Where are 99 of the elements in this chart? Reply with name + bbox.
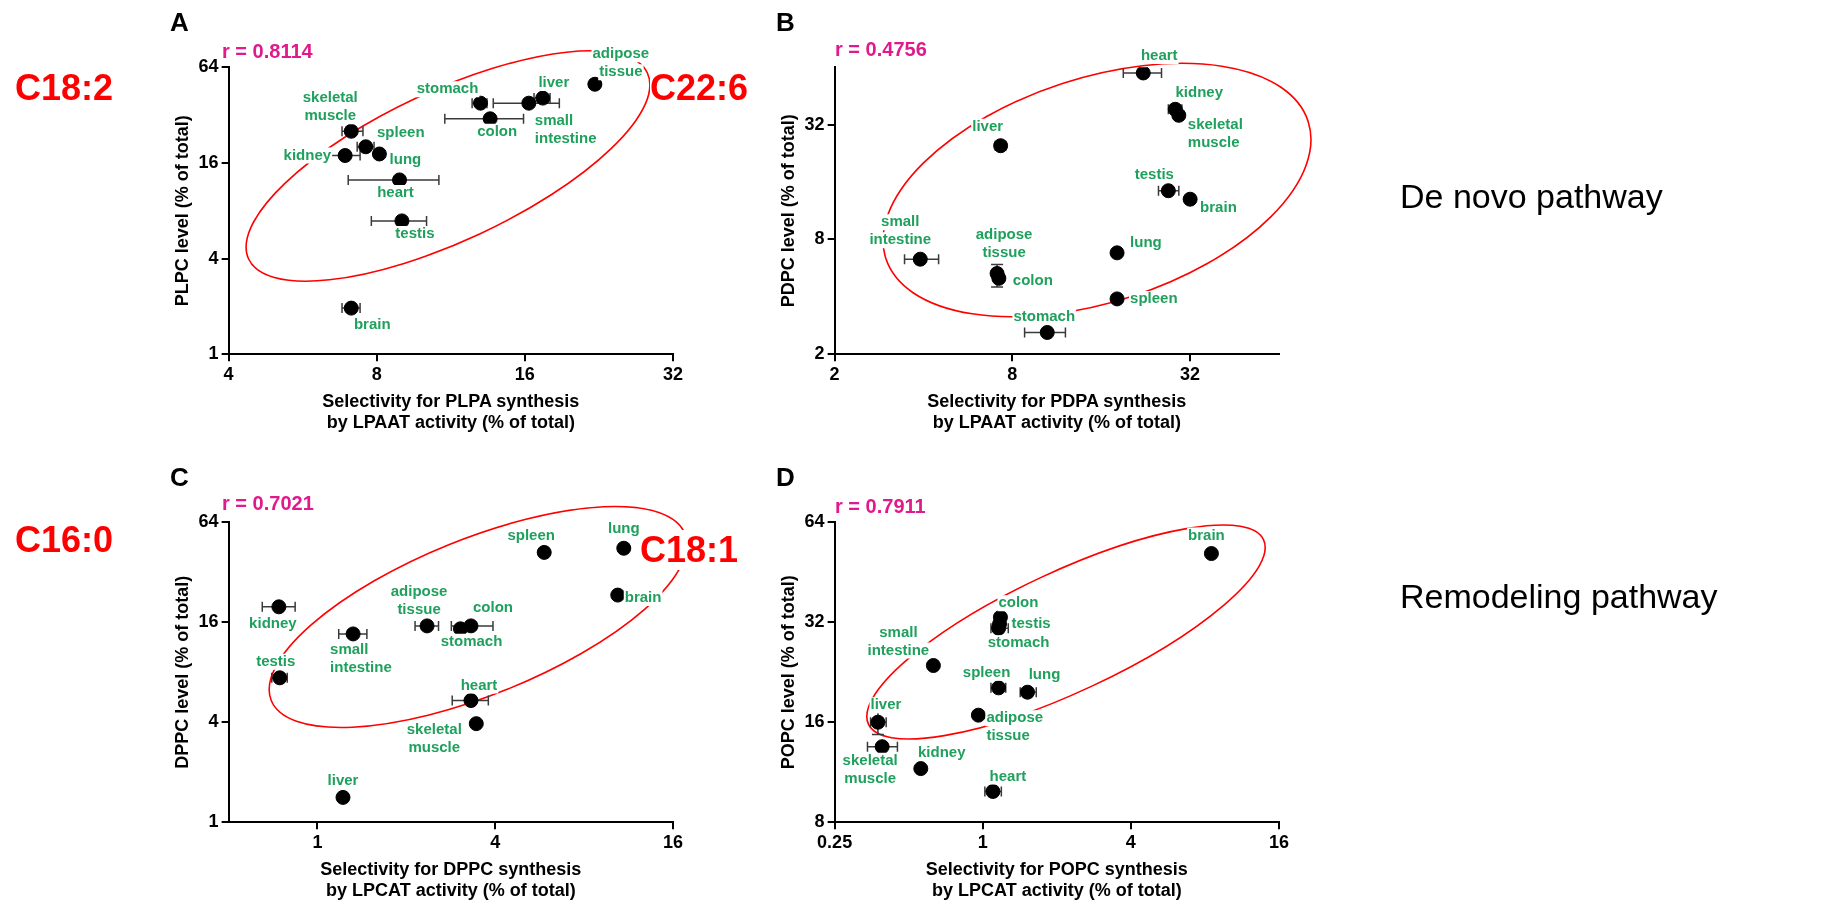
x-tick-label: 2 <box>829 363 840 384</box>
series-label: colon <box>477 121 518 139</box>
series-label: liver <box>327 770 359 788</box>
chart-title: A <box>170 6 189 37</box>
series-label: skeletal muscle <box>406 719 462 755</box>
series-label: spleen <box>507 525 555 543</box>
y-tick-label: 32 <box>804 611 825 632</box>
text: De novo pathway <box>1400 177 1663 216</box>
y-axis-title: DPPC level (% of total) <box>171 575 192 769</box>
series-label: liver <box>870 695 902 713</box>
x-axis-title: Selectivity for POPC synthesis by LPCAT activity (% of total) <box>925 858 1188 901</box>
series-label: skeletal muscle <box>302 88 358 124</box>
x-tick-label: 4 <box>1125 831 1136 852</box>
series-label: small intestine <box>534 111 597 147</box>
x-tick-label: 16 <box>662 831 684 852</box>
series-label: lung <box>607 519 640 537</box>
text: Remodeling pathway <box>1400 577 1718 616</box>
x-axis-title: Selectivity for PDPA synthesis by LPAAT activity (% of total) <box>927 390 1187 433</box>
text: C18:2 <box>15 67 114 108</box>
series-label: testis <box>1134 164 1174 182</box>
annotation: C18:1 <box>640 529 739 570</box>
series-label: colon <box>472 598 513 616</box>
y-tick-label: 64 <box>804 511 825 532</box>
series-label: small intestine <box>869 212 932 248</box>
series-label: testis <box>256 651 296 669</box>
x-tick-label: 4 <box>490 831 501 852</box>
series-label: brain <box>1200 198 1237 216</box>
series-label: adipose tissue <box>592 44 650 80</box>
y-tick-label: 64 <box>198 511 219 532</box>
series-label: testis <box>395 224 435 242</box>
series-label: kidney <box>249 613 298 631</box>
series-label: spleen <box>962 663 1011 680</box>
series-label: stomach <box>1013 306 1076 324</box>
y-tick-label: 4 <box>208 247 219 268</box>
y-tick-label: 1 <box>208 811 219 832</box>
x-tick-label: 4 <box>223 363 234 384</box>
y-tick-label: 16 <box>198 611 219 632</box>
series-label: spleen <box>1130 289 1178 307</box>
y-tick-label: 8 <box>814 228 825 249</box>
x-tick-label: 8 <box>371 363 382 384</box>
series-label: small intestine <box>867 622 930 658</box>
series-label: spleen <box>377 122 425 140</box>
x-tick-label: 1 <box>977 831 988 852</box>
series-label: brain <box>624 588 662 606</box>
series-label: adipose tissue <box>986 708 1044 744</box>
series-label: liver <box>972 116 1004 134</box>
x-tick-label: 8 <box>1007 363 1018 384</box>
y-tick-label: 2 <box>814 343 825 364</box>
y-axis-title: POPC level (% of total) <box>777 575 798 770</box>
series-label: lung <box>1130 233 1162 250</box>
series-label: colon <box>998 593 1039 611</box>
x-tick-label: 0.25 <box>817 831 853 852</box>
x-tick-label: 32 <box>1180 363 1201 384</box>
y-tick-label: 8 <box>814 811 825 832</box>
y-axis-title: PDPC level (% of total) <box>777 114 798 308</box>
text: r = 0.7021 <box>222 492 314 514</box>
series-label: heart <box>1140 46 1178 64</box>
y-tick-label: 1 <box>208 343 219 364</box>
y-tick-label: 16 <box>198 151 219 172</box>
series-label: lung <box>1028 665 1061 683</box>
chart-title: D <box>776 461 795 492</box>
x-tick-label: 1 <box>312 831 323 852</box>
series-label: brain <box>1188 525 1225 543</box>
x-axis-title: Selectivity for PLPA synthesis by LPAAT activity (% of total) <box>322 390 580 433</box>
series-label: skeletal muscle <box>1187 115 1243 151</box>
series-label: lung <box>389 150 422 168</box>
series-label: adipose tissue <box>975 224 1033 260</box>
x-tick-label: 32 <box>662 363 684 384</box>
text: r = 0.7911 <box>835 495 926 517</box>
series-label: brain <box>353 315 391 333</box>
series-label: testis <box>1011 614 1051 632</box>
chart-title: C <box>170 461 189 492</box>
series-label: stomach <box>440 631 503 649</box>
annotation: C22:6 <box>650 67 749 108</box>
series-label: heart <box>460 675 498 693</box>
series-label: heart <box>377 183 414 201</box>
chart-title: B <box>776 6 795 37</box>
series-label: stomach <box>416 79 479 97</box>
text: C16:0 <box>15 519 114 560</box>
series-label: skeletal muscle <box>842 750 898 786</box>
text: r = 0.8114 <box>222 40 313 62</box>
series-label: stomach <box>987 633 1050 651</box>
series-label: heart <box>989 766 1027 784</box>
y-tick-label: 64 <box>198 56 219 77</box>
series-label: kidney <box>918 742 967 760</box>
series-label: kidney <box>283 145 332 163</box>
y-tick-label: 4 <box>208 711 219 732</box>
x-tick-label: 16 <box>514 363 535 384</box>
text: r = 0.4756 <box>835 38 927 60</box>
series-label: adipose tissue <box>390 582 448 618</box>
series-label: kidney <box>1175 83 1224 101</box>
y-tick-label: 16 <box>804 711 825 732</box>
series-label: colon <box>1012 271 1053 289</box>
series-label: liver <box>538 73 570 91</box>
x-axis-title: Selectivity for DPPC synthesis by LPCAT activity (% of total) <box>320 858 582 901</box>
y-tick-label: 32 <box>804 113 825 134</box>
x-tick-label: 16 <box>1268 831 1290 852</box>
y-axis-title: PLPC level (% of total) <box>171 115 192 307</box>
series-label: small intestine <box>330 640 392 676</box>
